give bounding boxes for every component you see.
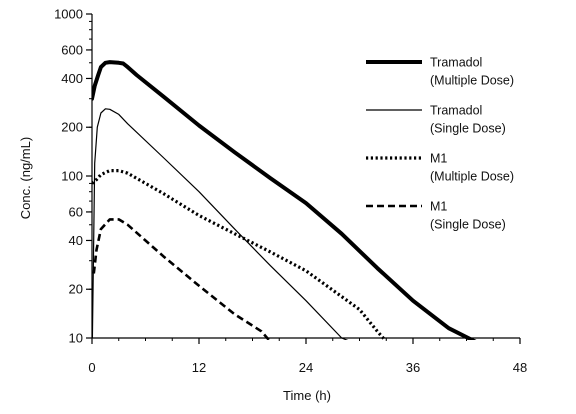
legend-label: (Single Dose) [430, 122, 506, 136]
x-tick-label: 36 [406, 360, 420, 375]
y-tick-label: 100 [61, 169, 83, 184]
x-tick-label: 24 [299, 360, 313, 375]
series-layer [92, 60, 477, 340]
y-tick-label: 20 [69, 282, 83, 297]
series-line-2 [92, 108, 349, 340]
x-tick-label: 48 [513, 360, 527, 375]
legend: Tramadol (Multiple Dose) Tramadol (Single D… [366, 56, 514, 232]
y-ticks: 10 20 40 60 100 200 400 600 1000 [54, 7, 92, 346]
legend-label: (Single Dose) [430, 218, 506, 232]
y-tick-label: 600 [61, 42, 83, 57]
x-tick-label: 12 [192, 360, 206, 375]
y-tick-label: 200 [61, 120, 83, 135]
y-tick-label: 1000 [54, 7, 83, 22]
legend-label: M1 [430, 200, 447, 214]
y-axis-label: Conc. (ng/mL) [18, 137, 33, 219]
legend-label: (Multiple Dose) [430, 170, 514, 184]
x-axis-label: Time (h) [283, 388, 331, 403]
x-ticks: 0 12 24 36 48 [88, 338, 527, 375]
series-line-4 [92, 218, 271, 340]
series-line-1 [92, 60, 477, 340]
y-tick-label: 400 [61, 71, 83, 86]
legend-label: Tramadol [430, 104, 482, 118]
x-tick-label: 0 [88, 360, 95, 375]
legend-label: M1 [430, 152, 447, 166]
y-tick-label: 40 [69, 233, 83, 248]
y-tick-label: 10 [69, 331, 83, 346]
y-tick-label: 60 [69, 204, 83, 219]
legend-label: Tramadol [430, 56, 482, 70]
series-line-3 [92, 169, 388, 340]
legend-label: (Multiple Dose) [430, 74, 514, 88]
